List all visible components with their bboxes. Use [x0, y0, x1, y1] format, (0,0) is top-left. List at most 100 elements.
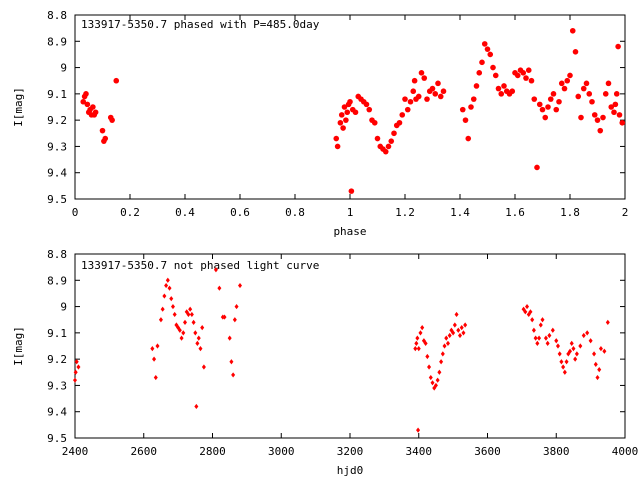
unphased-data-point: [231, 372, 236, 378]
unphased-data-point: [73, 369, 78, 375]
unphased-data-point: [76, 364, 81, 370]
unphased-y-tick-label: 9.4: [47, 406, 67, 419]
unphased-data-point: [554, 338, 559, 344]
unphased-data-point: [413, 346, 418, 352]
phased-data-point: [404, 106, 411, 113]
unphased-data-point: [193, 330, 198, 336]
unphased-data-point: [523, 309, 528, 315]
unphased-data-point: [550, 327, 555, 333]
phased-y-tick-label: 9.1: [47, 88, 67, 101]
unphased-data-point: [416, 346, 421, 352]
unphased-x-tick-label: 3000: [268, 445, 295, 458]
phased-data-point: [391, 130, 397, 137]
phased-data-point: [479, 59, 485, 66]
phased-data-point: [102, 135, 109, 142]
phased-data-point: [396, 119, 403, 126]
phased-data-point: [374, 135, 381, 142]
phased-data-point: [613, 91, 620, 97]
unphased-data-point: [528, 309, 533, 315]
phased-data-point: [605, 80, 612, 87]
unphased-data-point: [229, 359, 234, 365]
unphased-data-point: [416, 427, 421, 433]
unphased-x-axis-label: hjd0: [337, 464, 364, 477]
phased-axis-ticks: 0 0.2 0.4 0.6 0.8 1 1.2 1.4 1.6 1.8 2 8.8 8.9 9 9.1 9.2…: [47, 9, 628, 219]
phased-data-point: [591, 112, 598, 118]
unphased-y-tick-label: 9.2: [47, 353, 67, 366]
phased-data-point: [366, 106, 373, 113]
unphased-data-point: [414, 340, 419, 346]
phased-data-point: [539, 106, 546, 113]
unphased-data-point: [195, 340, 200, 346]
unphased-data-point: [165, 277, 170, 283]
phased-light-curve-panel: 133917-5350.7 phased with P=485.0day pha…: [12, 9, 628, 238]
phased-data-point: [382, 148, 389, 155]
unphased-data-point: [437, 369, 442, 375]
unphased-data-point: [418, 330, 423, 336]
phased-data-point: [514, 72, 521, 79]
unphased-y-tick-label: 9.1: [47, 327, 67, 340]
phased-data-point: [371, 119, 378, 126]
unphased-data-point: [176, 325, 181, 331]
unphased-chart-title: 133917-5350.7 not phased light curve: [81, 259, 319, 272]
unphased-data-point: [152, 356, 157, 362]
phased-data-point: [528, 77, 535, 84]
phased-data-point: [545, 104, 551, 110]
phased-data-point: [435, 80, 441, 87]
unphased-data-point: [234, 303, 239, 310]
phased-data-point: [83, 91, 89, 97]
phased-data-point: [476, 70, 483, 76]
unphased-x-tick-label: 3400: [406, 445, 433, 458]
unphased-data-point: [191, 319, 196, 325]
phased-data-point: [558, 80, 565, 87]
unphased-data-point: [547, 332, 552, 339]
unphased-data-point: [442, 343, 447, 349]
unphased-x-tick-label: 3800: [543, 445, 570, 458]
phased-data-point: [470, 96, 477, 102]
phased-data-point: [608, 104, 615, 110]
unphased-data-point: [222, 314, 227, 320]
unphased-x-tick-label: 4000: [612, 445, 639, 458]
unphased-data-point: [160, 306, 165, 312]
phased-data-point: [341, 104, 348, 110]
unphased-data-point: [525, 303, 530, 310]
phased-data-point: [333, 135, 340, 142]
phased-data-point: [473, 83, 480, 89]
unphased-data-point: [153, 374, 158, 381]
phased-data-point: [337, 119, 344, 126]
phased-data-point: [586, 91, 593, 97]
unphased-data-point: [217, 285, 222, 291]
phased-data-point: [484, 46, 491, 52]
phased-data-point: [410, 88, 417, 95]
phased-data-point: [556, 98, 562, 105]
unphased-data-point: [535, 340, 540, 346]
phased-data-point: [492, 72, 499, 79]
unphased-data-point: [194, 403, 199, 410]
unphased-data-point: [566, 351, 571, 357]
phased-data-point: [399, 112, 406, 118]
phased-data-point: [424, 96, 430, 102]
unphased-data-point: [430, 380, 435, 386]
unphased-y-tick-label: 8.8: [47, 248, 67, 261]
unphased-data-point: [537, 335, 542, 341]
phased-x-tick-label: 0: [72, 206, 79, 219]
unphased-data-point: [155, 343, 160, 349]
unphased-data-point: [568, 348, 572, 354]
phased-x-tick-label: 1: [347, 206, 354, 219]
unphased-data-point: [198, 346, 203, 352]
unphased-data-point: [425, 353, 430, 360]
phased-data-point: [615, 43, 621, 50]
phased-data-point: [84, 101, 91, 108]
phased-data-point: [388, 138, 395, 144]
unphased-data-point: [561, 364, 566, 370]
phased-data-point: [385, 143, 392, 150]
unphased-data-point: [188, 306, 193, 312]
unphased-data-point: [158, 317, 163, 323]
phased-data-point: [334, 143, 341, 150]
phased-data-point: [338, 112, 345, 118]
phased-x-tick-label: 0.4: [175, 206, 195, 219]
unphased-x-tick-label: 3600: [474, 445, 501, 458]
unphased-data-point: [461, 330, 466, 336]
phased-data-point: [542, 114, 549, 121]
phased-data-point: [520, 70, 527, 76]
phased-data-point: [352, 109, 359, 116]
